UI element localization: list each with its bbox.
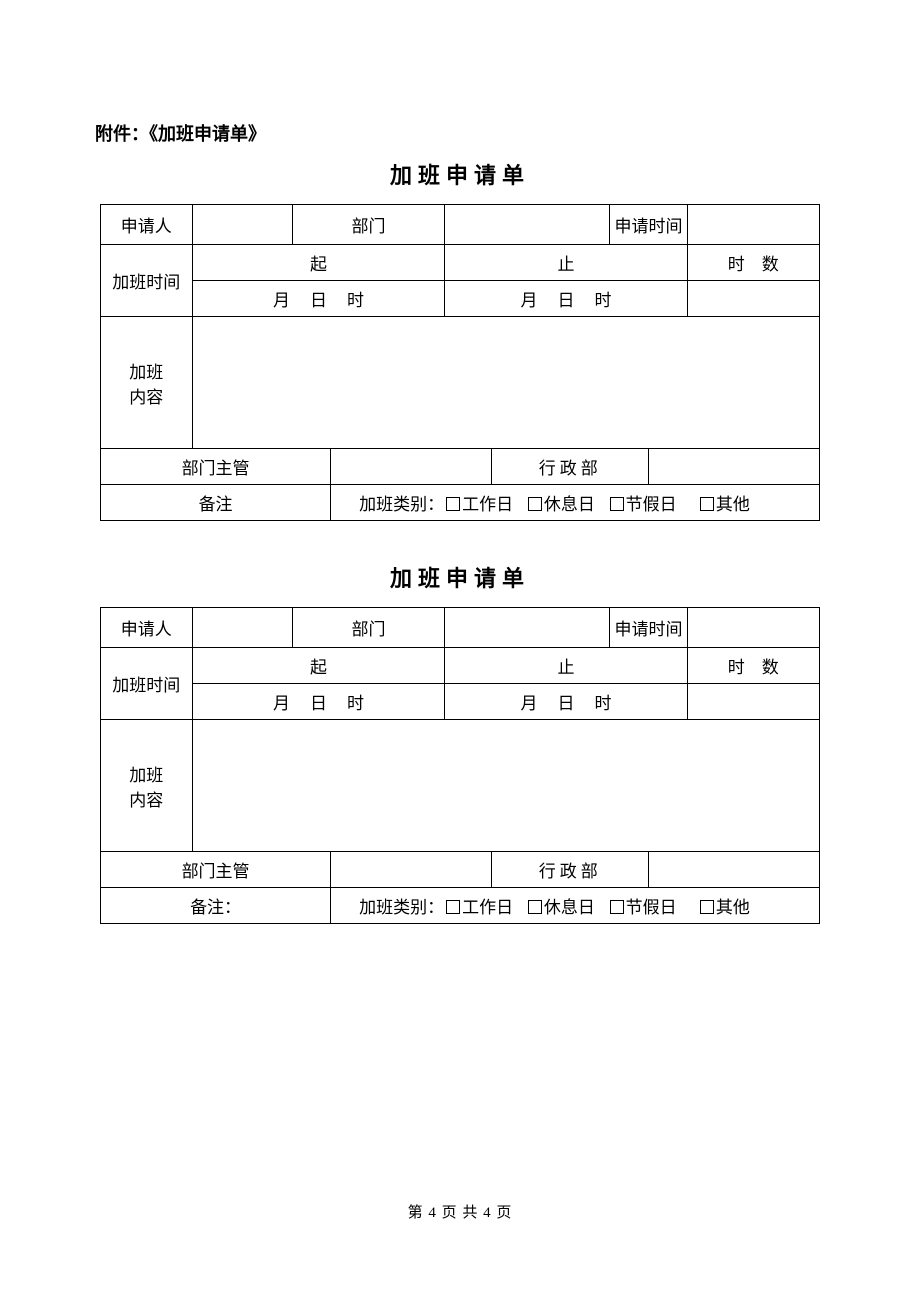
label-end: 止 [445, 648, 687, 684]
field-admin-dept [648, 852, 819, 888]
field-overtime-type: 加班类别：工作日 休息日 节假日 其他 [331, 888, 820, 924]
label-admin-dept: 行政部 [492, 852, 649, 888]
field-start-date: 月日时 [192, 281, 445, 317]
label-hours: 时 数 [687, 245, 819, 281]
checkbox-icon [700, 497, 714, 511]
overtime-form-1: 申请人 部门 申请时间 加班时间 起 止 时 数 月日时 月日时 加班 内容 部… [100, 204, 820, 521]
field-overtime-type: 加班类别：工作日 休息日 节假日 其他 [331, 485, 820, 521]
label-start: 起 [192, 648, 445, 684]
label-dept-supervisor: 部门主管 [101, 852, 331, 888]
overtime-form-2: 申请人 部门 申请时间 加班时间 起 止 时 数 月日时 月日时 加班 内容 部… [100, 607, 820, 924]
field-dept-supervisor [331, 449, 492, 485]
attachment-label: 附件：《加班申请单》 [95, 120, 825, 146]
label-apply-time: 申请时间 [610, 205, 687, 245]
form-title-2: 加班申请单 [95, 561, 825, 593]
field-apply-time [687, 608, 819, 648]
field-admin-dept [648, 449, 819, 485]
field-applicant [192, 205, 292, 245]
field-end-date: 月日时 [445, 684, 687, 720]
label-hours: 时 数 [687, 648, 819, 684]
form-title-1: 加班申请单 [95, 158, 825, 190]
field-dept-supervisor [331, 852, 492, 888]
checkbox-icon [700, 900, 714, 914]
field-overtime-content [192, 720, 819, 852]
field-start-date: 月日时 [192, 684, 445, 720]
checkbox-icon [446, 497, 460, 511]
checkbox-icon [528, 497, 542, 511]
field-apply-time [687, 205, 819, 245]
label-end: 止 [445, 245, 687, 281]
label-dept-supervisor: 部门主管 [101, 449, 331, 485]
page-footer: 第 4 页 共 4 页 [0, 1201, 920, 1222]
field-applicant [192, 608, 292, 648]
field-department [445, 205, 610, 245]
checkbox-icon [446, 900, 460, 914]
label-overtime-period: 加班时间 [101, 648, 193, 720]
label-overtime-content: 加班 内容 [101, 720, 193, 852]
label-admin-dept: 行政部 [492, 449, 649, 485]
field-hours [687, 684, 819, 720]
label-department: 部门 [292, 608, 445, 648]
label-applicant: 申请人 [101, 205, 193, 245]
label-applicant: 申请人 [101, 608, 193, 648]
label-remark: 备注 [101, 485, 331, 521]
label-start: 起 [192, 245, 445, 281]
label-remark: 备注： [101, 888, 331, 924]
label-overtime-content: 加班 内容 [101, 317, 193, 449]
checkbox-icon [610, 900, 624, 914]
label-apply-time: 申请时间 [610, 608, 687, 648]
field-department [445, 608, 610, 648]
field-hours [687, 281, 819, 317]
field-end-date: 月日时 [445, 281, 687, 317]
field-overtime-content [192, 317, 819, 449]
checkbox-icon [610, 497, 624, 511]
label-overtime-period: 加班时间 [101, 245, 193, 317]
checkbox-icon [528, 900, 542, 914]
label-department: 部门 [292, 205, 445, 245]
